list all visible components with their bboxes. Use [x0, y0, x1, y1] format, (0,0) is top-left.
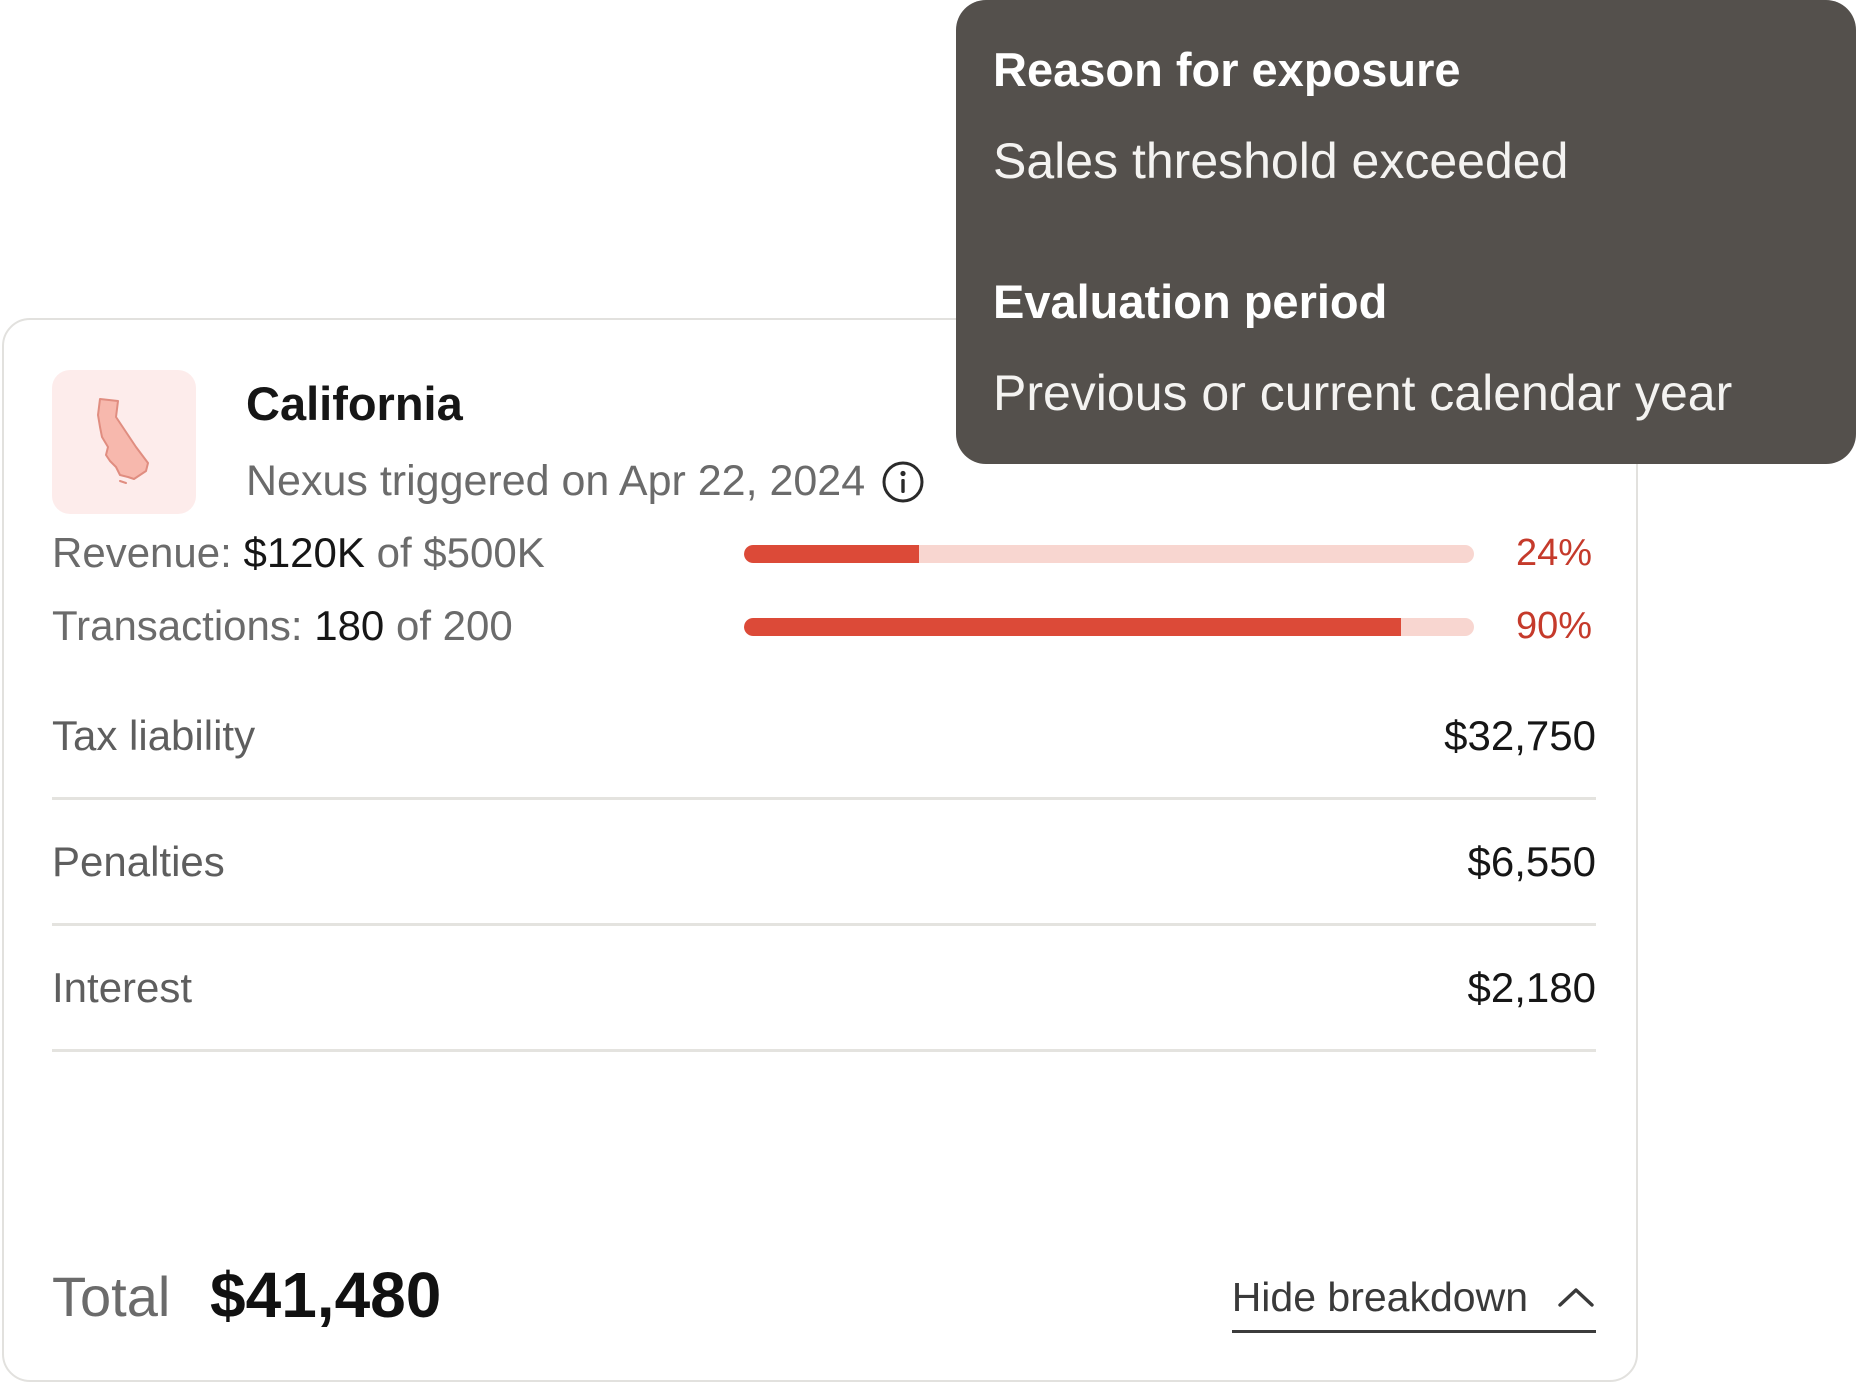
total-value: $41,480: [210, 1259, 442, 1331]
hide-breakdown-button[interactable]: Hide breakdown: [1231, 1264, 1596, 1333]
state-badge: [52, 370, 196, 514]
revenue-progress-fill: [744, 545, 920, 563]
total-row: Total $41,480 Hide breakdown: [52, 1258, 1596, 1348]
transactions-label-prefix: Transactions:: [52, 602, 315, 649]
transactions-percent: 90%: [1515, 605, 1592, 647]
revenue-current: $120K: [243, 529, 365, 576]
line-item-penalties: Penalties $6,550: [52, 800, 1596, 926]
revenue-percent: 24%: [1515, 532, 1592, 574]
period-value: Previous or current calendar year: [993, 365, 1733, 421]
nexus-card: California Nexus triggered on Apr 22, 20…: [2, 318, 1638, 1382]
state-name: California: [246, 377, 463, 430]
transactions-progress-track: [744, 618, 1474, 636]
nexus-status: Nexus triggered on Apr 22, 2024: [246, 457, 925, 506]
reason-heading: Reason for exposure: [993, 43, 1461, 96]
reason-block: Reason for exposure Sales threshold exce…: [993, 36, 1856, 194]
revenue-label-prefix: Revenue:: [52, 529, 244, 576]
chevron-up-icon: [1558, 1288, 1594, 1307]
period-heading: Evaluation period: [993, 275, 1388, 328]
transactions-separator: of: [384, 602, 443, 649]
line-item-value: $32,750: [1444, 712, 1596, 759]
revenue-threshold: $500K: [423, 529, 545, 576]
california-map-icon: [97, 398, 149, 484]
period-block: Evaluation period Previous or current ca…: [993, 268, 1856, 426]
line-item-tax-liability: Tax liability $32,750: [52, 674, 1596, 800]
transactions-progress-fill: [744, 618, 1401, 636]
transactions-metric: Transactions: 180 of 200 90%: [52, 596, 1592, 656]
line-item-value: $6,550: [1467, 838, 1596, 885]
revenue-metric: Revenue: $120K of $500K 24%: [52, 523, 1592, 583]
reason-value: Sales threshold exceeded: [993, 133, 1569, 189]
transactions-label: Transactions: 180 of 200: [52, 596, 513, 656]
hide-breakdown-label: Hide breakdown: [1231, 1273, 1528, 1320]
transactions-threshold: 200: [442, 602, 513, 649]
line-item-label: Penalties: [52, 838, 225, 885]
info-icon[interactable]: [881, 460, 925, 504]
line-item-value: $2,180: [1467, 964, 1596, 1011]
revenue-progress-track: [744, 545, 1474, 563]
revenue-label: Revenue: $120K of $500K: [52, 523, 545, 583]
line-item-label: Tax liability: [52, 712, 256, 759]
nexus-date-text: Nexus triggered on Apr 22, 2024: [246, 457, 866, 505]
total-label: Total: [52, 1265, 171, 1328]
line-item-interest: Interest $2,180: [52, 926, 1596, 1052]
exposure-tooltip: Reason for exposure Sales threshold exce…: [956, 0, 1856, 464]
revenue-separator: of: [364, 529, 424, 576]
transactions-current: 180: [314, 602, 385, 649]
line-item-label: Interest: [52, 964, 193, 1011]
